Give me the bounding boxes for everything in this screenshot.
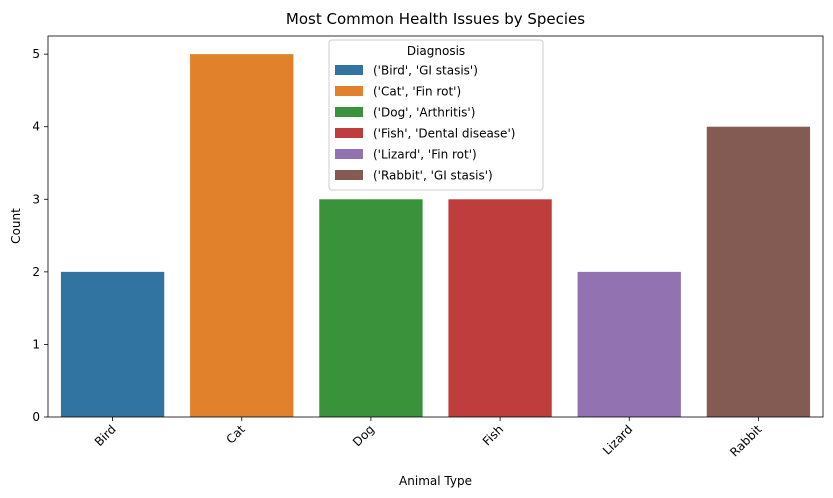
y-tick-label: 1 [32, 337, 40, 351]
legend-swatch [335, 170, 363, 180]
y-tick-label: 4 [32, 120, 40, 134]
legend-swatch [335, 86, 363, 96]
legend-box [328, 39, 544, 191]
y-tick-label: 3 [32, 192, 40, 206]
legend-entry-label: ('Dog', 'Arthritis') [373, 106, 475, 120]
x-axis-label: Animal Type [399, 474, 472, 488]
legend-swatch [335, 65, 363, 75]
legend-entry-label: ('Fish', 'Dental disease') [373, 127, 515, 141]
legend-swatch [335, 128, 363, 138]
legend-entry-label: ('Cat', 'Fin rot') [373, 85, 461, 99]
bars-group [60, 54, 811, 418]
bar-rabbit [706, 126, 811, 418]
x-tick-label-fish: Fish [480, 422, 506, 448]
chart-title: Most Common Health Issues by Species [286, 10, 585, 28]
legend: Diagnosis ('Bird', 'GI stasis') ('Cat', '… [328, 39, 544, 191]
bar-lizard [577, 271, 681, 417]
y-tick-label: 0 [32, 410, 40, 424]
legend-entry-label: ('Lizard', 'Fin rot') [373, 148, 477, 162]
y-tick-label: 2 [32, 265, 40, 279]
legend-entry-label: ('Rabbit', 'GI stasis') [373, 169, 493, 183]
legend-entries: ('Bird', 'GI stasis') ('Cat', 'Fin rot') (… [335, 64, 515, 183]
legend-swatch [335, 107, 363, 117]
y-tick-label: 5 [32, 47, 40, 61]
x-tick-label-bird: Bird [92, 422, 119, 449]
x-tick-label-cat: Cat [224, 422, 249, 447]
bar-bird [60, 271, 165, 417]
bar-fish [448, 199, 552, 417]
legend-swatch [335, 149, 363, 159]
y-axis: 0 1 2 3 4 5 [32, 47, 48, 424]
plot-frame [47, 35, 824, 418]
legend-title: Diagnosis [407, 44, 465, 58]
x-tick-label-rabbit: Rabbit [727, 422, 764, 459]
y-axis-label: Count [9, 208, 23, 244]
bar-cat [190, 54, 294, 417]
x-tick-label-lizard: Lizard [600, 422, 635, 457]
x-tick-label-dog: Dog [350, 422, 377, 449]
bar-dog [319, 199, 423, 417]
x-axis: Bird Cat Dog Fish Lizard Rabbit [92, 417, 765, 459]
legend-entry-label: ('Bird', 'GI stasis') [373, 64, 478, 78]
